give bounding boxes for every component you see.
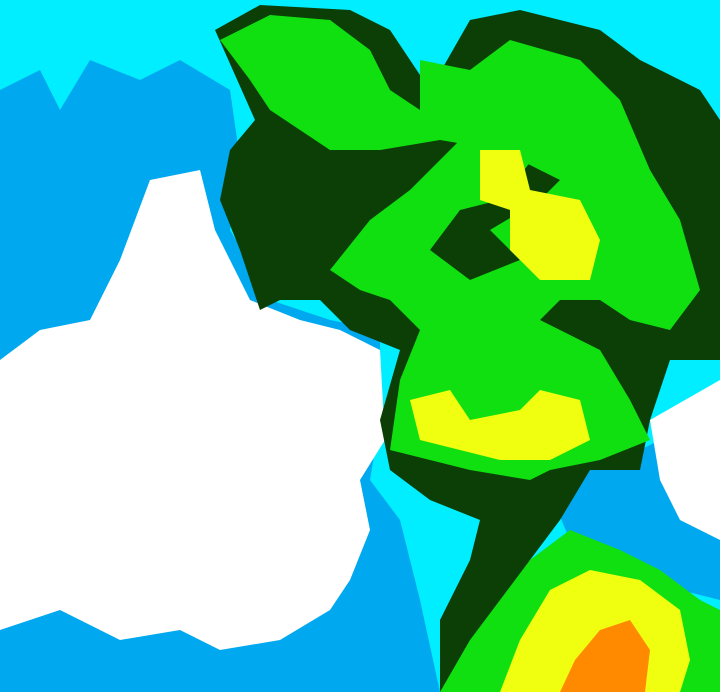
region-green xyxy=(220,15,700,480)
region-white xyxy=(0,170,385,650)
region-yellow-north xyxy=(480,150,600,280)
region-yellow-central xyxy=(410,390,590,460)
region-orange xyxy=(560,620,650,692)
region-white-east xyxy=(650,380,720,540)
